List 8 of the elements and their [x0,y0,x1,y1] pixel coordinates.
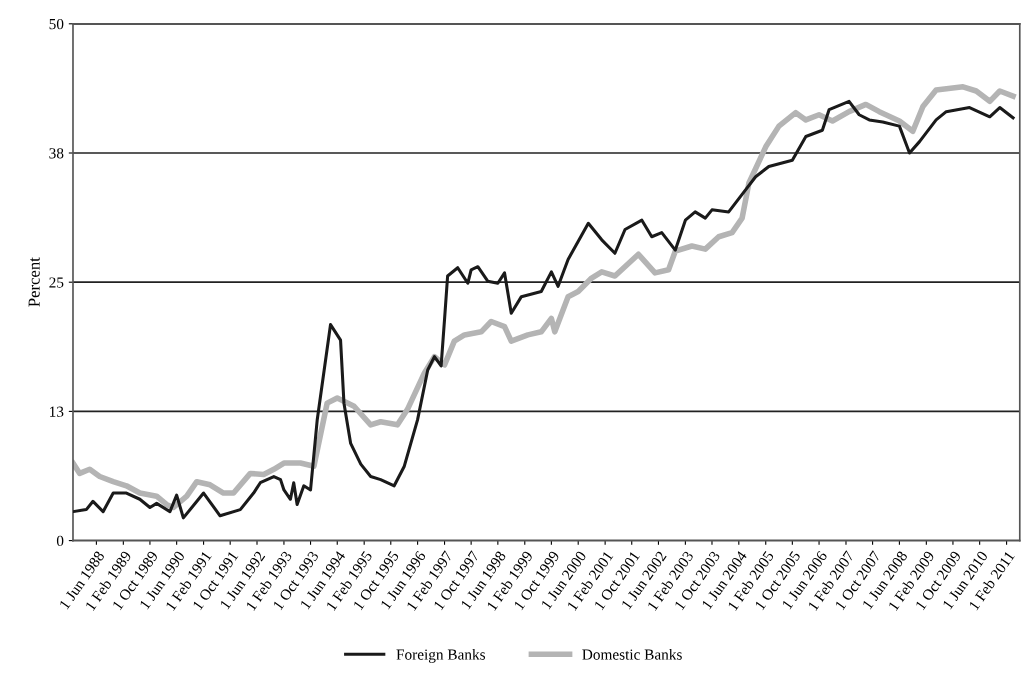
y-tick-label: 50 [49,18,64,30]
y-tick-label: 38 [49,148,64,159]
legend-label: Foreign Banks [396,648,486,663]
legend-label: Domestic Banks [582,648,682,660]
y-tick-label: 13 [50,406,64,417]
y-tick-label: 0 [56,535,64,547]
y-axis-title: Percent [28,257,40,307]
y-tick-label: 25 [49,277,64,288]
